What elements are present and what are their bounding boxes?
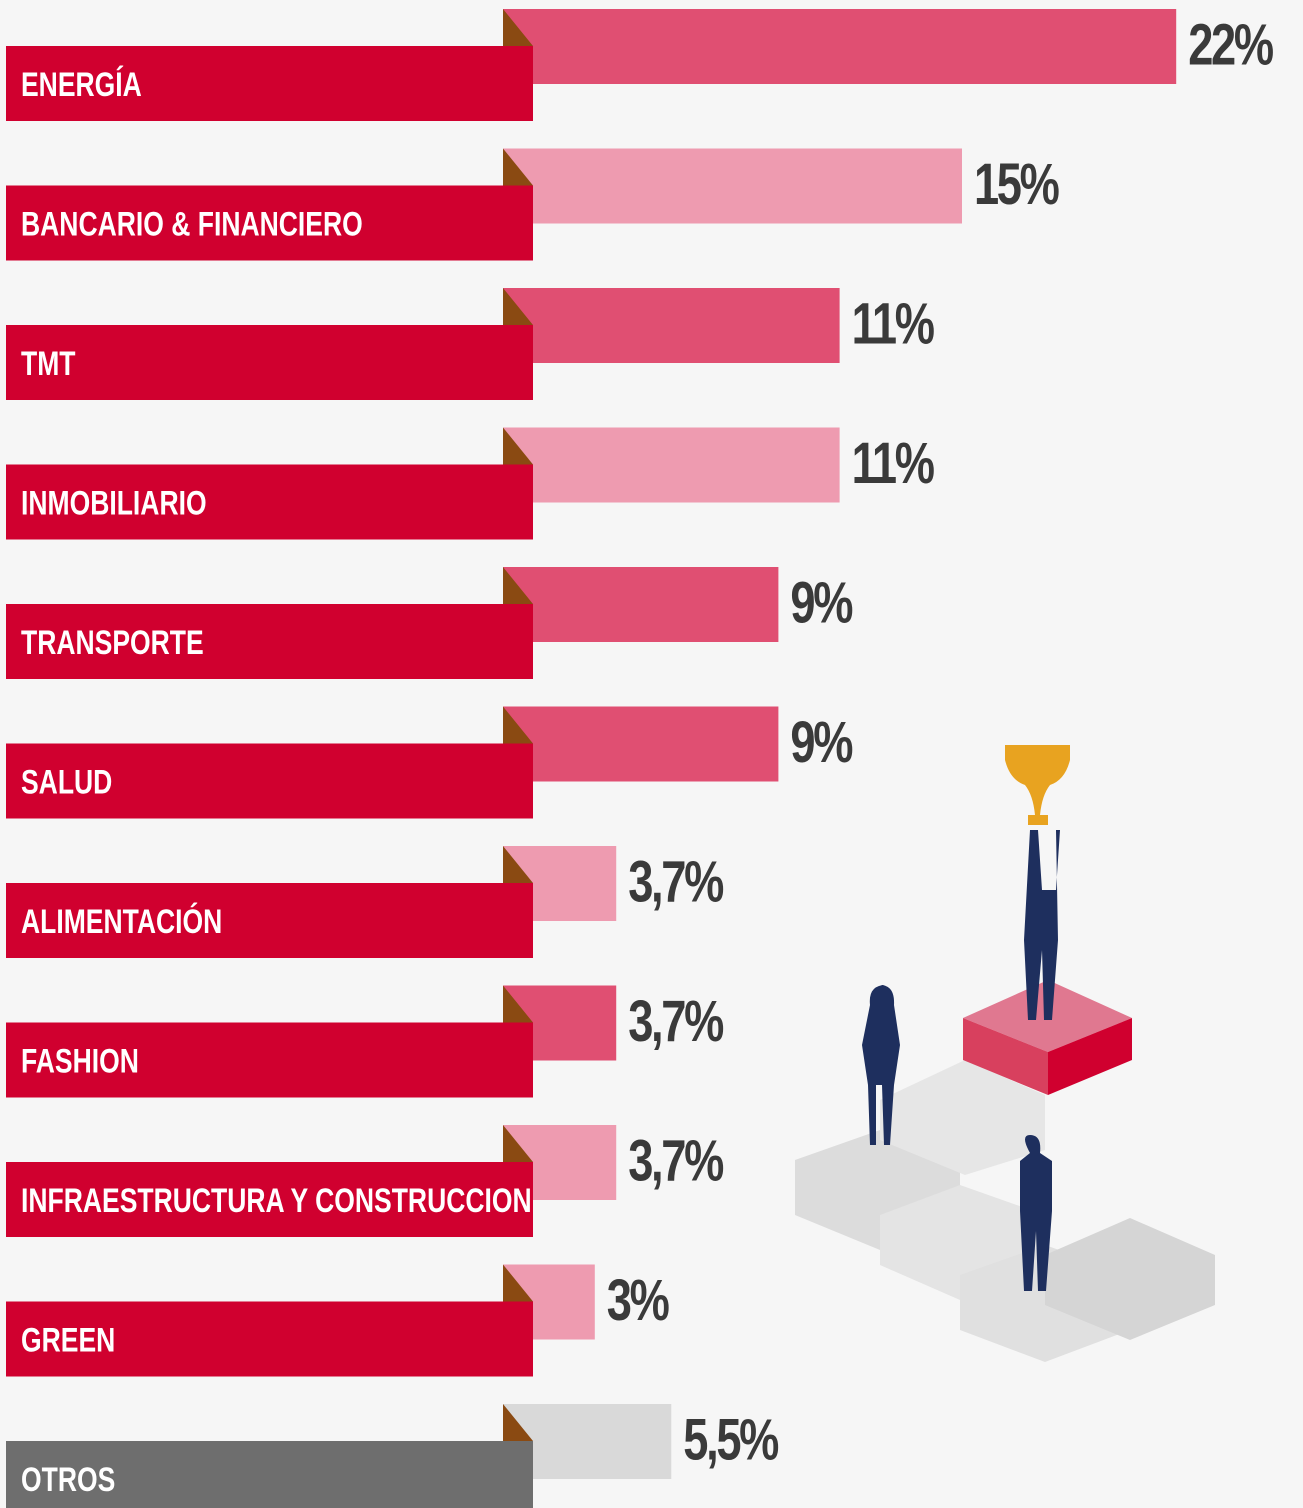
ribbon-fold (503, 706, 533, 744)
category-ribbon (6, 46, 533, 121)
ribbon-fold (503, 1404, 533, 1441)
category-label: INFRAESTRUCTURA Y CONSTRUCCION (21, 1182, 532, 1220)
ribbon-fold (503, 427, 533, 465)
category-ribbon (6, 604, 533, 679)
category-ribbon (6, 1162, 533, 1237)
value-label: 3,7% (628, 850, 723, 915)
category-ribbon (6, 1022, 533, 1098)
bar (503, 9, 1177, 84)
value-label: 5,5% (683, 1408, 778, 1473)
person (862, 985, 900, 1145)
category-ribbon (6, 1441, 533, 1508)
podium-side (963, 1018, 1048, 1095)
category-label: SALUD (21, 763, 112, 801)
category-ribbon (6, 464, 533, 540)
trophy-base (1028, 815, 1048, 825)
category-label: TRANSPORTE (21, 624, 204, 662)
category-ribbon (6, 185, 533, 261)
value-label: 9% (790, 711, 852, 776)
bar (503, 427, 840, 503)
illustration (795, 745, 1215, 1362)
value-label: 3,7% (628, 1129, 723, 1194)
bar (503, 288, 840, 363)
category-label: ALIMENTACIÓN (21, 901, 222, 941)
podium-side (1048, 1018, 1132, 1095)
ribbon-fold (503, 567, 533, 604)
bar (503, 148, 962, 224)
ribbon-fold (503, 1125, 533, 1162)
category-label: INMOBILIARIO (21, 484, 207, 522)
category-label: BANCARIO & FINANCIERO (21, 205, 363, 243)
step (880, 1060, 1045, 1175)
person (1024, 830, 1060, 1020)
value-label: 22% (1188, 13, 1273, 78)
ribbon-fold (503, 1264, 533, 1302)
ribbon-fold (503, 846, 533, 883)
ribbon-fold (503, 985, 533, 1023)
category-ribbon (6, 883, 533, 958)
value-label: 15% (974, 153, 1059, 218)
category-label: GREEN (21, 1321, 115, 1359)
category-ribbon (6, 1301, 533, 1377)
value-label: 3,7% (628, 990, 723, 1055)
value-label: 11% (852, 432, 934, 497)
category-label: TMT (21, 345, 76, 383)
value-label: 3% (607, 1269, 669, 1334)
bar (503, 706, 779, 782)
trophy (1005, 745, 1070, 815)
category-label: FASHION (21, 1042, 139, 1080)
person (1020, 1135, 1052, 1291)
ribbon-fold (503, 288, 533, 325)
value-label: 9% (790, 571, 852, 636)
category-label: ENERGÍA (21, 65, 142, 104)
value-label: 11% (852, 292, 934, 357)
bar (503, 567, 779, 642)
step (1045, 1218, 1215, 1340)
category-label: OTROS (21, 1461, 115, 1499)
category-ribbon (6, 743, 533, 819)
ribbon-fold (503, 9, 533, 46)
category-ribbon (6, 325, 533, 400)
ribbon-fold (503, 148, 533, 186)
